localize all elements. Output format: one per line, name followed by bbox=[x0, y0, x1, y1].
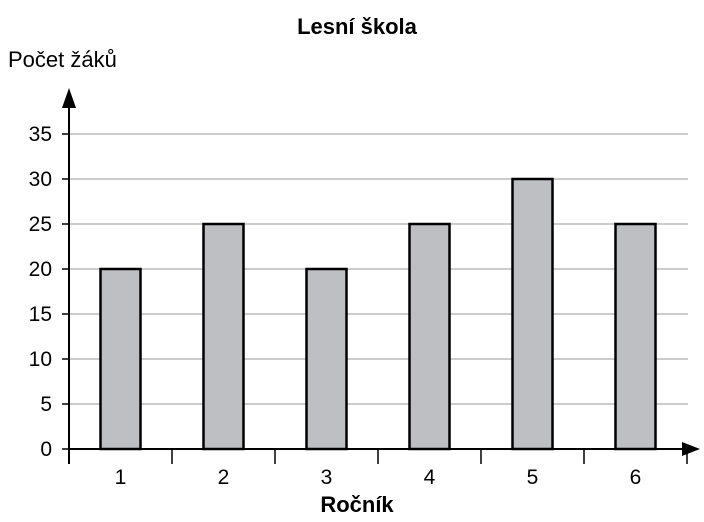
y-tick-label: 5 bbox=[40, 393, 52, 416]
bar-5 bbox=[511, 177, 554, 451]
y-tick-label: 0 bbox=[40, 438, 52, 461]
x-tick-label: 4 bbox=[424, 466, 436, 489]
y-axis-label: Počet žáků bbox=[8, 47, 117, 72]
gridlines bbox=[69, 133, 688, 405]
x-tick-label: 6 bbox=[630, 466, 642, 489]
y-axis-arrow-icon bbox=[62, 88, 76, 108]
bar-6 bbox=[614, 222, 657, 451]
bars bbox=[99, 177, 657, 451]
x-axis-arrow-icon bbox=[682, 442, 700, 456]
y-tick-label: 20 bbox=[29, 258, 52, 281]
y-tick-label: 10 bbox=[29, 348, 52, 371]
x-tick-label: 2 bbox=[218, 466, 230, 489]
y-tick-label: 35 bbox=[29, 123, 52, 146]
bar-2 bbox=[202, 222, 245, 451]
y-tick-label: 25 bbox=[29, 213, 52, 236]
y-tick-label: 15 bbox=[29, 303, 52, 326]
chart-title: Lesní škola bbox=[297, 14, 418, 39]
bar-1 bbox=[99, 267, 142, 451]
x-tick-label: 1 bbox=[115, 466, 127, 489]
axes bbox=[62, 88, 700, 464]
y-tick-label: 30 bbox=[29, 168, 52, 191]
bar-4 bbox=[408, 222, 451, 451]
x-tick-label: 3 bbox=[321, 466, 333, 489]
x-axis-label: Ročník bbox=[320, 492, 394, 517]
y-ticks: 0 5 10 15 20 25 30 35 bbox=[29, 123, 69, 461]
x-ticks: 1 2 3 4 5 6 bbox=[68, 449, 688, 489]
x-tick-label: 5 bbox=[527, 466, 539, 489]
bar-3 bbox=[305, 267, 348, 451]
